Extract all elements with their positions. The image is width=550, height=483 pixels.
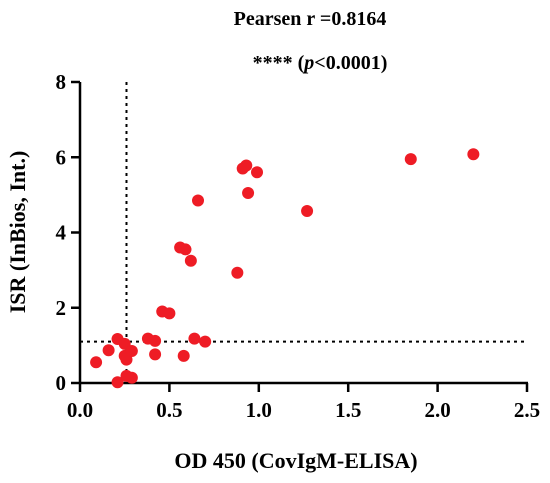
data-point — [231, 266, 244, 279]
data-point — [125, 345, 138, 358]
cutoff-lines — [80, 82, 528, 383]
p-symbol: p — [302, 52, 314, 74]
data-point — [163, 307, 176, 320]
x-tick-label: 2.5 — [514, 398, 540, 422]
data-point — [404, 153, 417, 166]
y-tick-label: 2 — [56, 296, 67, 320]
y-tick-label: 6 — [56, 145, 67, 169]
y-tick-label: 4 — [56, 221, 67, 245]
y-axis-label: ISR (InBios, Int.) — [5, 151, 30, 314]
significance-stars: **** ( — [253, 52, 305, 74]
x-tick-label: 0.0 — [67, 398, 93, 422]
y-tick-label: 8 — [56, 70, 67, 94]
x-axis-label: OD 450 (CovIgM-ELISA) — [174, 448, 417, 473]
data-point — [177, 349, 190, 362]
data-point — [179, 243, 192, 256]
data-point — [102, 344, 115, 357]
p-value-text: <0.0001) — [314, 52, 387, 74]
data-point — [188, 332, 201, 345]
chart-title-line2: **** (p<0.0001) — [253, 52, 388, 74]
data-point — [149, 348, 162, 361]
data-point — [90, 356, 103, 369]
chart-title-line1: Pearsen r =0.8164 — [234, 8, 387, 30]
data-point — [301, 205, 314, 218]
data-point — [199, 335, 212, 348]
x-tick-label: 1.0 — [246, 398, 272, 422]
data-point — [149, 334, 162, 347]
data-points — [90, 148, 480, 389]
data-point — [242, 186, 255, 199]
data-point — [192, 194, 205, 207]
data-point — [120, 353, 133, 366]
y-tick-label: 0 — [56, 371, 67, 395]
data-point — [240, 159, 253, 172]
x-tick-label: 2.0 — [424, 398, 450, 422]
data-point — [467, 148, 480, 161]
data-point — [184, 254, 197, 267]
x-tick-label: 0.5 — [156, 398, 182, 422]
data-point — [111, 376, 124, 389]
axes: 0.0 0.5 1.0 1.5 2.0 2.5 0 2 4 6 8 — [56, 70, 541, 422]
x-tick-label: 1.5 — [335, 398, 361, 422]
data-point — [125, 371, 138, 384]
data-point — [251, 166, 264, 179]
